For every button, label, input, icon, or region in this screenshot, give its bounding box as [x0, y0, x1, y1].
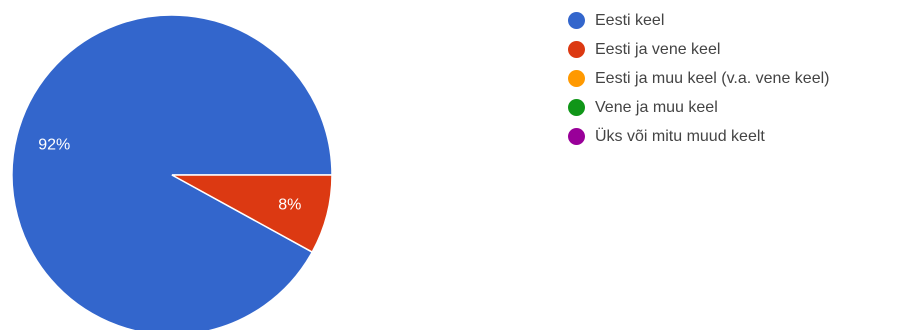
legend-item: Vene ja muu keel	[568, 93, 829, 122]
legend: Eesti keel Eesti ja vene keel Eesti ja muu…	[568, 6, 829, 151]
legend-swatch	[568, 70, 585, 87]
legend-swatch	[568, 41, 585, 58]
legend-swatch	[568, 12, 585, 29]
legend-swatch	[568, 99, 585, 116]
legend-label: Üks või mitu muud keelt	[595, 127, 765, 145]
slice-value-label: 8%	[278, 197, 301, 214]
legend-item: Eesti keel	[568, 6, 829, 35]
legend-label: Eesti keel	[595, 11, 665, 29]
legend-item: Üks või mitu muud keelt	[568, 122, 829, 151]
pie-slice	[171, 174, 333, 254]
slice-value-label: 92%	[38, 136, 70, 153]
legend-label: Eesti ja muu keel (v.a. vene keel)	[595, 69, 830, 87]
legend-swatch	[568, 128, 585, 145]
legend-label: Eesti ja vene keel	[595, 40, 721, 58]
legend-item: Eesti ja vene keel	[568, 35, 829, 64]
legend-item: Eesti ja muu keel (v.a. vene keel)	[568, 64, 829, 93]
pie-slice	[11, 14, 333, 330]
legend-label: Vene ja muu keel	[595, 98, 718, 116]
